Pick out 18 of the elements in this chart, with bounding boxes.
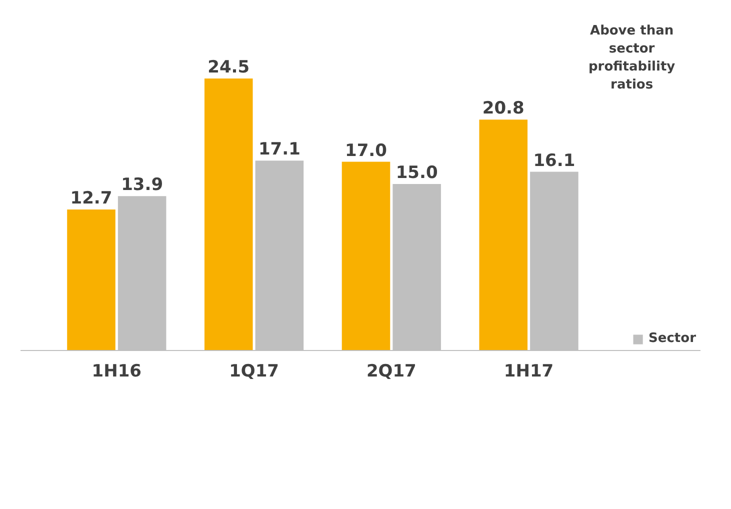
bar xyxy=(204,78,253,350)
x-tick-label: 1Q17 xyxy=(229,362,280,382)
x-tick-label: 2Q17 xyxy=(366,362,416,382)
annotation: Above than sector profitability ratios xyxy=(588,24,676,93)
data-label: 17.0 xyxy=(345,140,388,161)
data-label: 24.5 xyxy=(208,58,250,78)
bar xyxy=(342,162,390,350)
data-label: 12.7 xyxy=(70,188,112,209)
data-label: 13.9 xyxy=(121,175,164,196)
legend-label: Sector xyxy=(648,331,696,346)
x-tick-label: 1H16 xyxy=(92,362,142,382)
x-tick-label: 1H17 xyxy=(504,362,554,382)
data-label: 15.0 xyxy=(396,162,438,183)
data-label: 20.8 xyxy=(482,98,524,119)
data-label: 17.1 xyxy=(258,140,300,160)
bar xyxy=(479,120,528,350)
bar xyxy=(67,210,116,350)
data-label: 16.1 xyxy=(533,150,576,171)
